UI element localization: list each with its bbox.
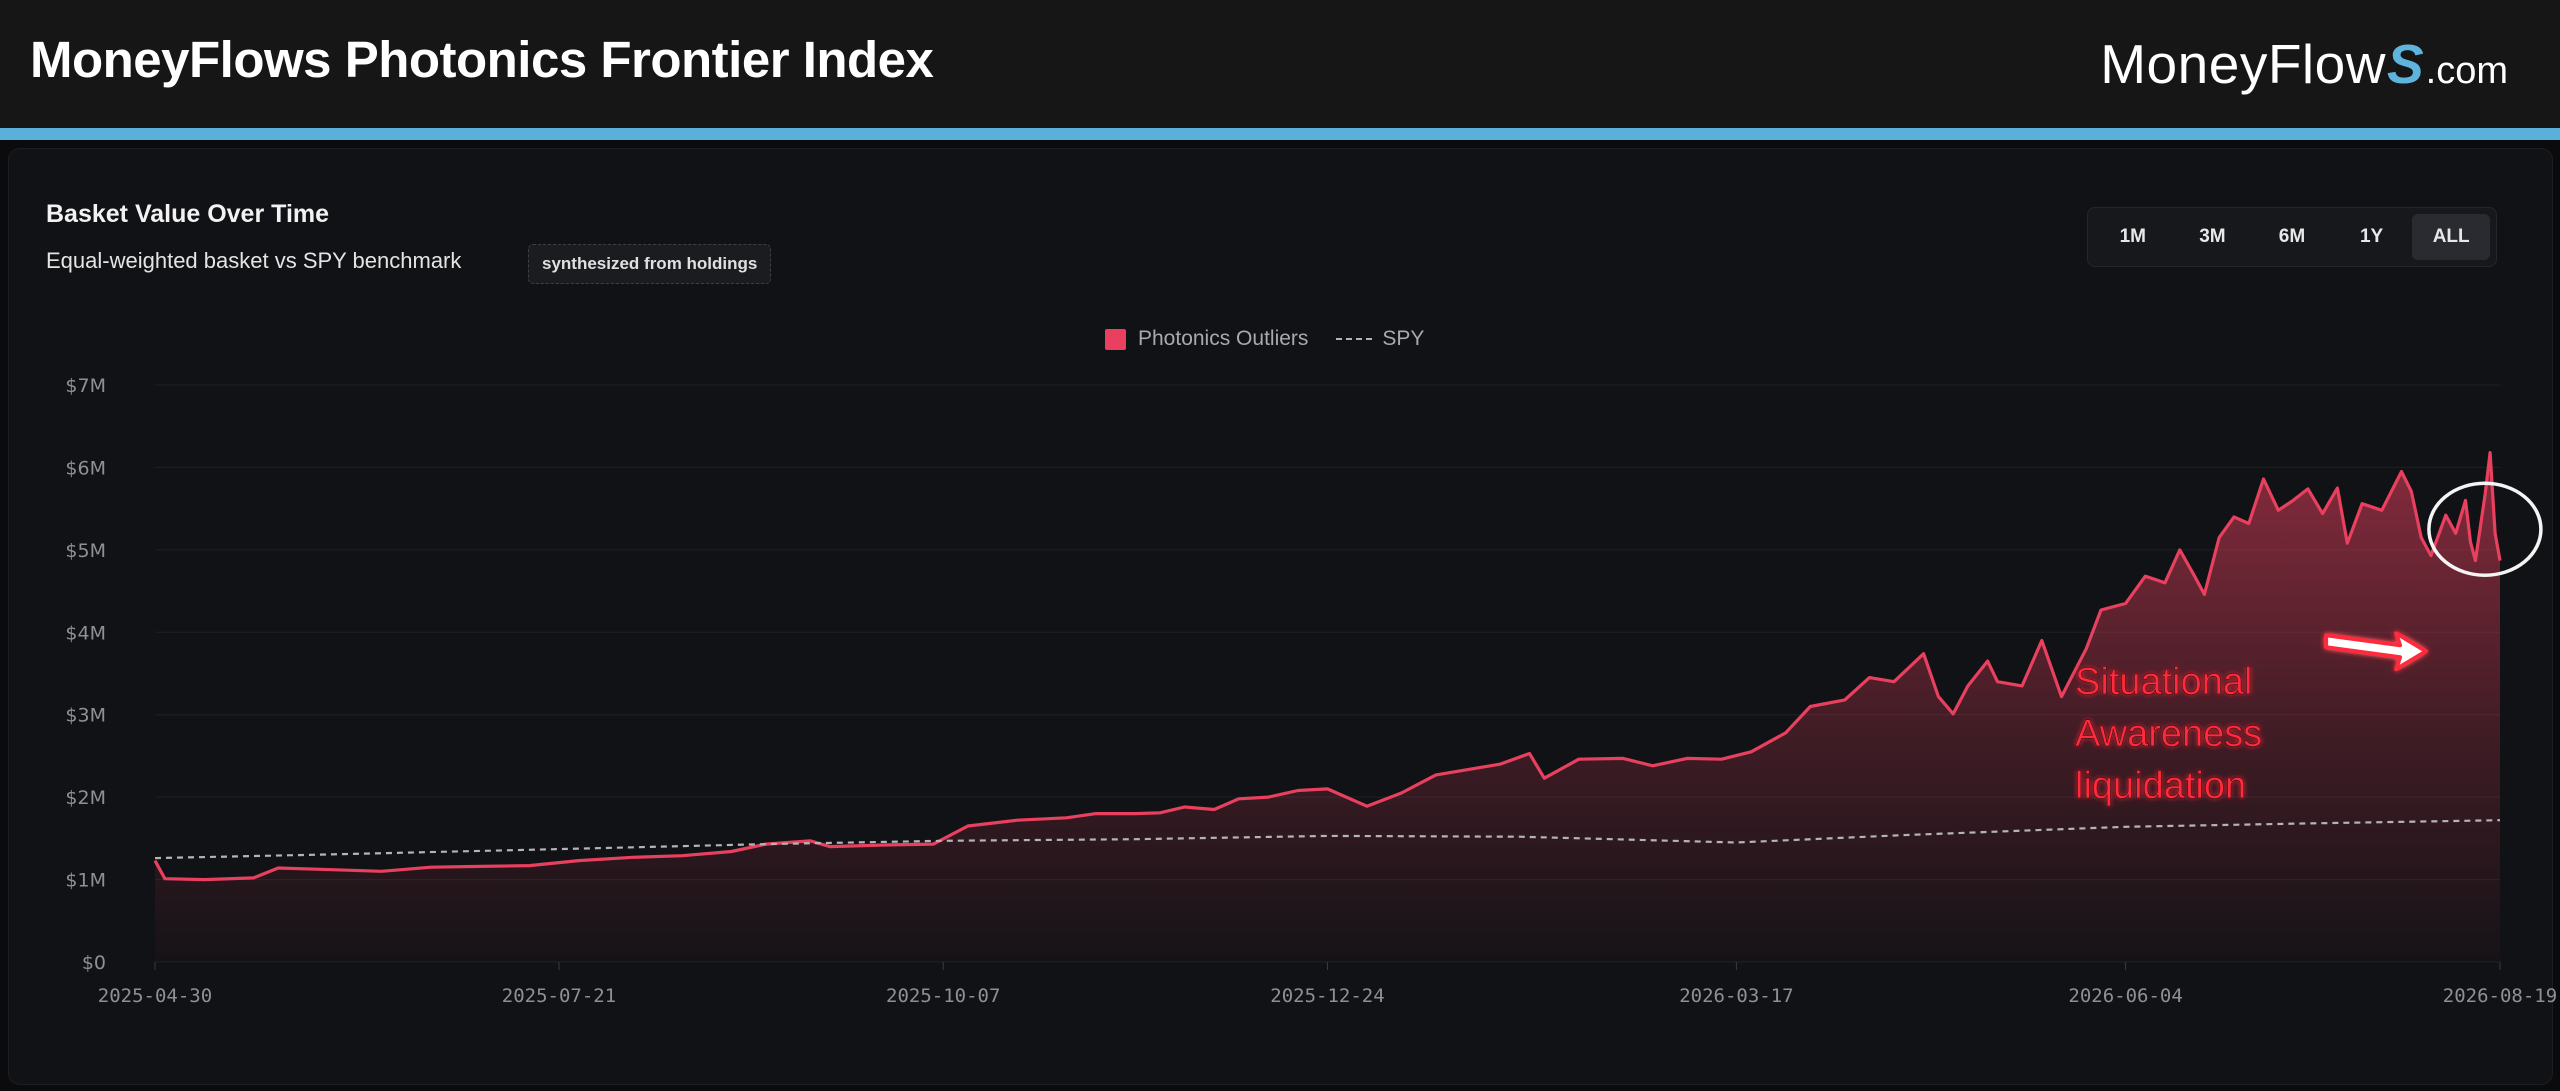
annotation-arrow-shape	[2324, 631, 2429, 672]
header-accent-divider	[0, 128, 2560, 140]
x-tick-label: 2025-12-24	[1270, 985, 1384, 1007]
page-title: MoneyFlows Photonics Frontier Index	[30, 31, 934, 88]
legend-swatch-photonics[interactable]	[1105, 328, 1126, 350]
card-title: Basket Value Over Time	[46, 200, 330, 228]
y-tick-label: $7M	[65, 375, 106, 397]
photonics-area-fill	[155, 452, 2500, 962]
y-tick-label: $2M	[65, 787, 106, 809]
brand-s-icon: S	[2386, 33, 2424, 95]
annotation-text-line: Awareness	[2075, 713, 2262, 755]
annotation-text-line: liquidation	[2075, 765, 2246, 807]
brand-domain: .com	[2425, 50, 2508, 92]
brand-logo[interactable]: MoneyFlow S .com	[2100, 32, 2508, 95]
header-bar: MoneyFlows Photonics Frontier Index Mone…	[0, 0, 2560, 128]
x-tick-label: 2025-07-21	[502, 985, 616, 1007]
range-button-6m[interactable]: 6M	[2278, 226, 2306, 247]
range-button-1m[interactable]: 1M	[2119, 226, 2146, 247]
y-tick-label: $0	[82, 952, 106, 974]
annotation-text-line: Situational	[2075, 661, 2252, 703]
y-tick-label: $4M	[65, 622, 106, 644]
brand-name: MoneyFlow	[2100, 33, 2386, 95]
chart-legend: Photonics Outliers SPY	[1105, 327, 1424, 351]
x-tick-label: 2025-04-30	[98, 985, 212, 1007]
photonics-series-line	[153, 451, 2502, 882]
x-tick-label: 2026-06-04	[2068, 985, 2182, 1007]
synthesized-badge: synthesized from holdings	[528, 244, 772, 284]
range-button-1y[interactable]: 1Y	[2359, 226, 2384, 247]
y-tick-label: $6M	[65, 457, 106, 479]
time-range-selector: 1M 3M 6M 1Y ALL	[2087, 207, 2497, 267]
legend-swatch-spy[interactable]	[1336, 338, 1373, 340]
x-tick-label: 2026-03-17	[1679, 985, 1793, 1007]
y-tick-label: $3M	[65, 705, 106, 727]
y-tick-label: $5M	[65, 540, 106, 562]
annotation-circle	[2427, 481, 2543, 577]
x-tick-label: 2026-08-19	[2443, 985, 2557, 1007]
x-tick-label: 2025-10-07	[886, 985, 1000, 1007]
range-button-3m[interactable]: 3M	[2199, 226, 2226, 247]
annotation-arrow	[2324, 631, 2429, 672]
legend-label-photonics[interactable]: Photonics Outliers	[1138, 327, 1309, 350]
y-tick-label: $1M	[65, 870, 106, 892]
legend-label-spy[interactable]: SPY	[1382, 327, 1425, 350]
range-button-all[interactable]: ALL	[2412, 214, 2490, 260]
card-subtitle: Equal-weighted basket vs SPY benchmark	[46, 248, 462, 273]
spy-series-line	[154, 819, 2501, 860]
